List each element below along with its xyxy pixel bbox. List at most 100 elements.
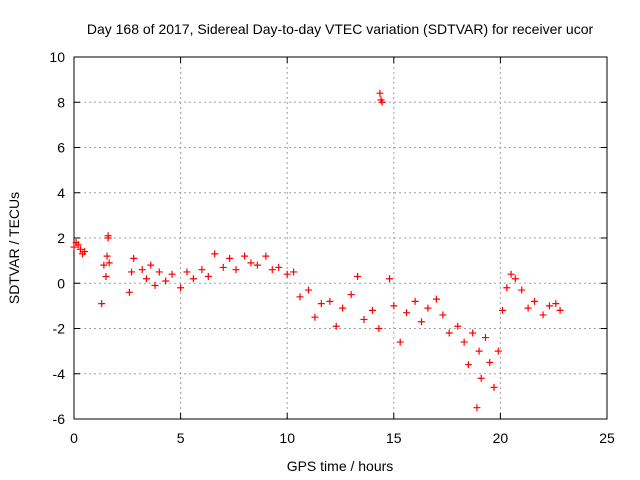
data-point [168, 270, 176, 278]
data-point [464, 361, 472, 369]
data-point [556, 306, 564, 314]
data-point [545, 302, 553, 310]
data-point [219, 263, 227, 271]
data-point [162, 277, 170, 285]
data-point [128, 268, 136, 276]
data-points [70, 89, 564, 412]
data-point [481, 334, 489, 342]
data-point [155, 268, 163, 276]
x-tick-label: 25 [599, 430, 615, 446]
data-point [490, 383, 498, 391]
data-point [198, 266, 206, 274]
data-point [477, 374, 485, 382]
data-point [507, 270, 515, 278]
data-point [70, 243, 78, 251]
data-point [445, 329, 453, 337]
data-point [183, 268, 191, 276]
data-point [469, 329, 477, 337]
y-tick-label: -6 [53, 411, 66, 427]
data-point [360, 315, 368, 323]
x-tick-label: 10 [279, 430, 295, 446]
data-point [104, 232, 112, 240]
x-tick-label: 5 [177, 430, 185, 446]
data-point [460, 338, 468, 346]
data-point [494, 347, 502, 355]
data-point [354, 272, 362, 280]
data-point [130, 254, 138, 262]
data-point [138, 266, 146, 274]
x-tick-label: 20 [493, 430, 509, 446]
data-point [232, 266, 240, 274]
data-point [311, 313, 319, 321]
data-point [81, 248, 89, 256]
data-point [262, 252, 270, 260]
data-point [439, 311, 447, 319]
data-point [503, 284, 511, 292]
y-axis-label: SDTVAR / TECUs [6, 192, 22, 304]
data-point [290, 268, 298, 276]
y-tick-label: -4 [53, 366, 66, 382]
data-point [375, 325, 383, 332]
data-point [378, 98, 386, 106]
data-point [296, 293, 304, 301]
data-point [275, 263, 283, 271]
y-tick-label: 6 [57, 140, 65, 156]
data-point [103, 252, 111, 260]
data-point [241, 252, 249, 260]
data-point [511, 275, 519, 283]
data-point [347, 291, 355, 299]
axis-ticks: 0 5 10 15 20 25 -6 -4 -2 0 2 4 6 8 10 [49, 49, 615, 446]
data-point [552, 300, 560, 308]
data-point [486, 358, 494, 366]
data-point [98, 300, 106, 308]
data-point [332, 322, 340, 330]
data-point [102, 272, 110, 280]
data-point [518, 286, 526, 294]
data-point [100, 261, 108, 269]
data-point [473, 404, 481, 412]
data-point [411, 297, 419, 305]
grid-lines [74, 57, 607, 419]
data-point [403, 309, 411, 317]
y-tick-label: 10 [49, 49, 65, 65]
data-point [424, 304, 432, 312]
data-point [247, 259, 255, 267]
data-point [531, 297, 539, 305]
data-point [524, 304, 532, 312]
data-point [151, 282, 159, 290]
data-point [326, 297, 334, 305]
data-point [368, 306, 376, 314]
data-point [396, 338, 404, 346]
data-point [283, 270, 291, 278]
data-point [475, 347, 483, 355]
y-tick-label: 4 [57, 185, 65, 201]
data-point [226, 254, 234, 262]
x-axis-label: GPS time / hours [287, 458, 394, 474]
data-point [418, 318, 426, 326]
data-point [204, 272, 212, 280]
y-tick-label: 2 [57, 230, 65, 246]
data-point [268, 266, 276, 274]
data-point [432, 295, 440, 303]
data-point [125, 288, 133, 296]
data-point [376, 89, 384, 97]
x-tick-label: 15 [386, 430, 402, 446]
chart-title: Day 168 of 2017, Sidereal Day-to-day VTE… [87, 21, 594, 37]
data-point [105, 259, 113, 267]
data-point [147, 261, 155, 269]
data-point [189, 275, 197, 283]
data-point [539, 311, 547, 319]
y-tick-label: 8 [57, 94, 65, 110]
data-point [211, 250, 219, 258]
data-point [339, 304, 347, 312]
data-point [454, 322, 462, 330]
data-point [499, 306, 507, 314]
data-point [386, 275, 394, 283]
data-point [253, 261, 261, 269]
data-point [305, 286, 313, 294]
data-point [390, 302, 398, 310]
data-point [76, 245, 84, 253]
data-point [142, 275, 150, 283]
y-tick-label: -2 [53, 321, 66, 337]
